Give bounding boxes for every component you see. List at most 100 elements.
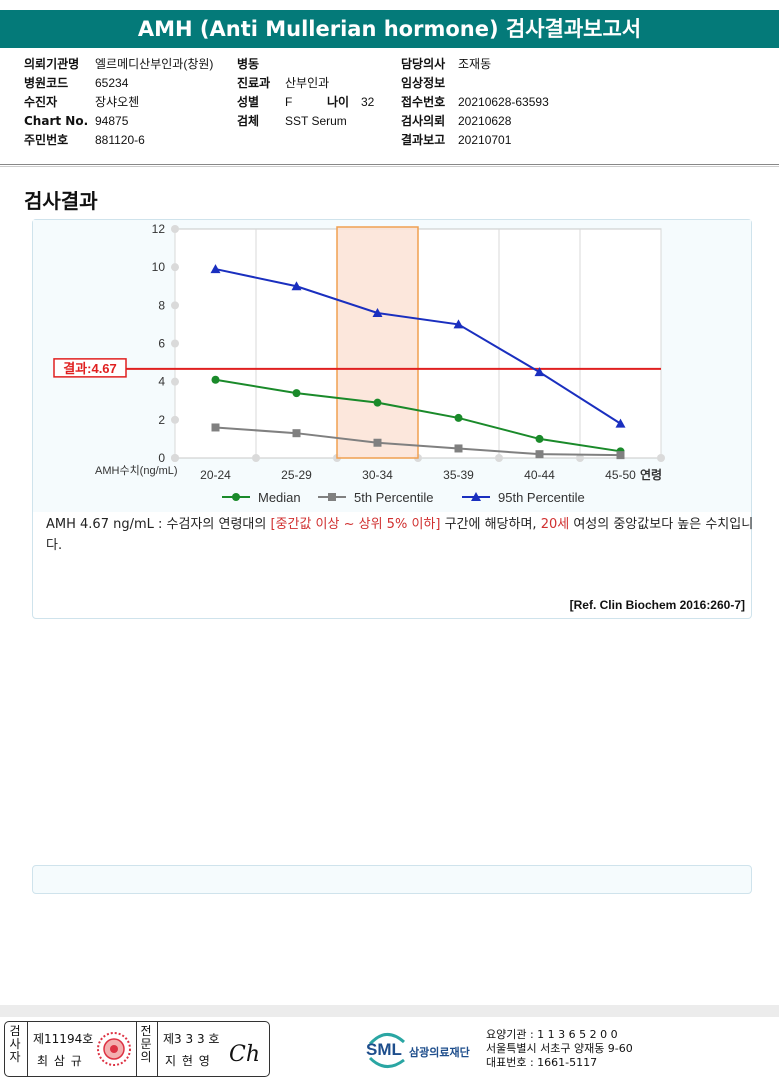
patient-field-label: 주민번호 <box>24 133 69 147</box>
data-point <box>328 493 336 501</box>
y-tick-label: 12 <box>152 222 166 236</box>
clinic-field-value: F <box>285 95 293 109</box>
data-point <box>615 418 626 428</box>
x-axis-label: 연령 <box>640 467 662 482</box>
reference: [Ref. Clin Biochem 2016:260-7] <box>569 598 745 612</box>
request-field-value: 20210628-63593 <box>458 95 549 109</box>
data-point <box>534 367 545 377</box>
clinic-field-label: 진료과 <box>237 76 271 90</box>
x-tick-label: 30-34 <box>362 468 393 482</box>
data-point <box>535 450 544 459</box>
clinic-field-label: 병동 <box>237 57 260 71</box>
amh-chart: 0 2 4 6 8 10 12 20-24 25-29 30-34 35-39 40-44 45-50 연… <box>53 222 665 505</box>
data-point <box>210 264 221 274</box>
clinic-field-value: 산부인과 <box>285 76 330 90</box>
specialist-number: 제3 3 3 호 <box>163 1032 220 1046</box>
y-tick-label: 4 <box>158 375 165 389</box>
data-point <box>211 375 220 384</box>
clinic-field-value: SST Serum <box>285 114 347 128</box>
result-label: 결과:4.67 <box>63 361 117 376</box>
section-title: 검사결과 <box>24 189 98 213</box>
request-field-label: 담당의사 <box>401 57 446 71</box>
highlight-band <box>336 226 419 459</box>
x-grid-dot <box>657 454 665 462</box>
specialist-name: 지 현 영 <box>165 1054 211 1068</box>
data-point <box>535 434 544 443</box>
data-point <box>454 444 463 453</box>
lab-line: 요양기관 : 1 1 3 6 5 2 0 0 <box>486 1028 618 1041</box>
result-description: AMH 4.67 ng/mL : 수검자의 연령대의 [중간값 이상 ~ 상위 … <box>46 514 758 556</box>
y-grid-dot <box>171 415 179 424</box>
data-point <box>454 413 463 422</box>
y-tick-label: 0 <box>158 451 165 465</box>
lab-line: 대표번호 : 1661-5117 <box>486 1056 598 1069</box>
y-tick-label: 8 <box>158 298 165 312</box>
clinic-field-label: 성별 <box>237 95 260 109</box>
request-field-label: 결과보고 <box>401 133 446 147</box>
patient-field-label: 수진자 <box>24 95 58 109</box>
x-tick-label: 20-24 <box>200 468 231 482</box>
desc-text-1: AMH 4.67 ng/mL : 수검자의 연령대의 <box>46 517 271 532</box>
data-point <box>232 493 240 501</box>
legend-label: 5th Percentile <box>354 490 434 505</box>
patient-field-label: 의뢰기관명 <box>24 57 80 71</box>
request-field-label: 임상정보 <box>401 76 446 90</box>
legend-label: Median <box>258 490 301 505</box>
data-point <box>292 389 301 398</box>
y-axis-label: AMH수치(ng/mL) <box>95 464 178 477</box>
y-grid-dot <box>171 377 179 386</box>
y-grid-dot <box>171 301 179 310</box>
y-grid-dot <box>171 339 179 348</box>
lab-info: 요양기관 : 1 1 3 6 5 2 0 0 서울특별시 서초구 양재동 9-6… <box>486 1028 633 1070</box>
request-field-value: 20210701 <box>458 133 512 147</box>
request-field-value: 20210628 <box>458 114 512 128</box>
data-point <box>211 423 220 432</box>
request-field-value: 조재동 <box>458 57 492 71</box>
report-title: AMH (Anti Mullerian hormone) 검사결과보고서 <box>0 10 779 48</box>
org-name: 삼광의료재단 <box>409 1046 470 1059</box>
patient-field-value: 엘르메디산부인과(창원) <box>95 57 214 71</box>
patient-info: 의뢰기관명 엘르메디산부인과(창원) 병원코드 65234 수진자 장샤오첸 Chart N… <box>0 0 779 160</box>
desc-range: [중간값 이상 ~ 상위 5% 이하] <box>270 517 441 532</box>
x-grid-dot <box>252 454 260 462</box>
data-point <box>292 429 301 438</box>
x-tick-label: 40-44 <box>524 468 555 482</box>
desc-age: 20세 <box>540 517 570 532</box>
handwritten-signature: Ch <box>229 1042 261 1067</box>
logo-text: SML <box>366 1040 402 1059</box>
x-tick-label: 35-39 <box>443 468 474 482</box>
legend-label: 95th Percentile <box>498 490 585 505</box>
request-field-label: 검사의뢰 <box>401 114 446 128</box>
patient-field-label: 병원코드 <box>24 76 69 90</box>
age-value: 32 <box>361 95 375 109</box>
lab-line: 서울특별시 서초구 양재동 9-60 <box>486 1042 633 1055</box>
desc-text-3: 여성의 중앙값보다 높은 수치입니다. <box>46 517 754 553</box>
desc-text-2: 구간에 해당하며, <box>440 517 541 532</box>
y-grid-dot <box>171 454 179 462</box>
y-tick-label: 2 <box>158 413 165 427</box>
x-grid-dot <box>495 454 503 462</box>
x-tick-label: 45-50 <box>605 468 636 482</box>
comment-panel <box>32 865 752 894</box>
series-line <box>215 268 622 425</box>
patient-field-value: 94875 <box>95 114 129 128</box>
inspector-number: 제11194호 <box>33 1032 94 1046</box>
series-line <box>215 426 621 457</box>
data-point <box>616 451 625 460</box>
result-label-box <box>53 358 127 378</box>
seal-stamp <box>97 1032 131 1066</box>
x-grid-dot <box>576 454 584 462</box>
data-point <box>291 281 302 291</box>
data-point <box>471 492 481 501</box>
x-tick-label: 25-29 <box>281 468 312 482</box>
patient-field-value: 65234 <box>95 76 129 90</box>
inspector-name: 최 삼 규 <box>37 1054 83 1068</box>
y-grid-dot <box>171 263 179 272</box>
age-label: 나이 <box>327 95 350 109</box>
y-tick-label: 6 <box>158 337 165 351</box>
y-tick-label: 10 <box>152 260 166 274</box>
y-grid-dot <box>171 225 179 233</box>
